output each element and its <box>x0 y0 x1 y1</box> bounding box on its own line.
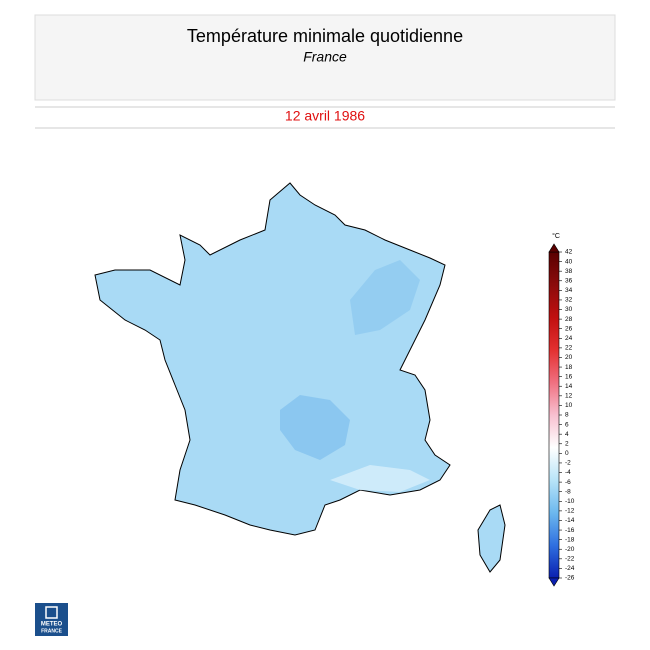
tick-label: 28 <box>565 316 573 323</box>
tick-label: 36 <box>565 277 573 284</box>
tick-label: 30 <box>565 306 573 313</box>
tick-label: 38 <box>565 268 573 275</box>
tick-label: -10 <box>565 498 575 505</box>
colorbar-end <box>548 243 560 253</box>
tick-label: 18 <box>565 364 573 371</box>
tick-label: 32 <box>565 297 573 304</box>
tick-label: -8 <box>565 488 571 495</box>
tick-label: 40 <box>565 258 573 265</box>
colorbar <box>548 251 560 579</box>
header-box <box>34 14 616 101</box>
tick-label: -4 <box>565 469 571 476</box>
map <box>94 182 506 573</box>
tick-label: -2 <box>565 460 571 467</box>
title: Température minimale quotidienne <box>187 26 463 46</box>
tick-label: 14 <box>565 383 573 390</box>
tick-label: 16 <box>565 373 573 380</box>
tick-label: 2 <box>565 440 569 447</box>
corsica-outline <box>477 504 506 573</box>
tick-label: -12 <box>565 508 575 515</box>
tick-label: -6 <box>565 479 571 486</box>
tick-label: 20 <box>565 354 573 361</box>
subtitle: France <box>303 49 347 65</box>
tick-label: -14 <box>565 517 575 524</box>
tick-label: 0 <box>565 450 569 457</box>
tick-label: 12 <box>565 393 573 400</box>
france-outline <box>94 182 451 536</box>
colorbar-end <box>548 577 560 587</box>
cold-area <box>350 260 420 335</box>
tick-label: -26 <box>565 575 575 582</box>
tick-label: -16 <box>565 527 575 534</box>
tick-label: 10 <box>565 402 573 409</box>
tick-label: -18 <box>565 536 575 543</box>
logo <box>35 603 68 636</box>
tick-label: 24 <box>565 335 573 342</box>
logo-icon <box>45 606 58 619</box>
tick-label: 22 <box>565 345 573 352</box>
tick-label: 6 <box>565 421 569 428</box>
logo-text: FRANCE <box>41 628 62 634</box>
tick-label: 8 <box>565 412 569 419</box>
tick-label: -22 <box>565 556 575 563</box>
colorbar-ticks: 424038363432302826242220181614121086420-… <box>559 249 575 582</box>
tick-label: 26 <box>565 325 573 332</box>
tick-label: 4 <box>565 431 569 438</box>
logo-text: METEO <box>41 622 63 628</box>
mild-area <box>330 465 430 492</box>
tick-label: -20 <box>565 546 575 553</box>
colorbar-unit: °C <box>552 232 560 240</box>
tick-label: 42 <box>565 249 573 256</box>
cold-area <box>280 395 350 460</box>
tick-label: 34 <box>565 287 573 294</box>
date: 12 avril 1986 <box>285 108 365 124</box>
tick-label: -24 <box>565 565 575 572</box>
